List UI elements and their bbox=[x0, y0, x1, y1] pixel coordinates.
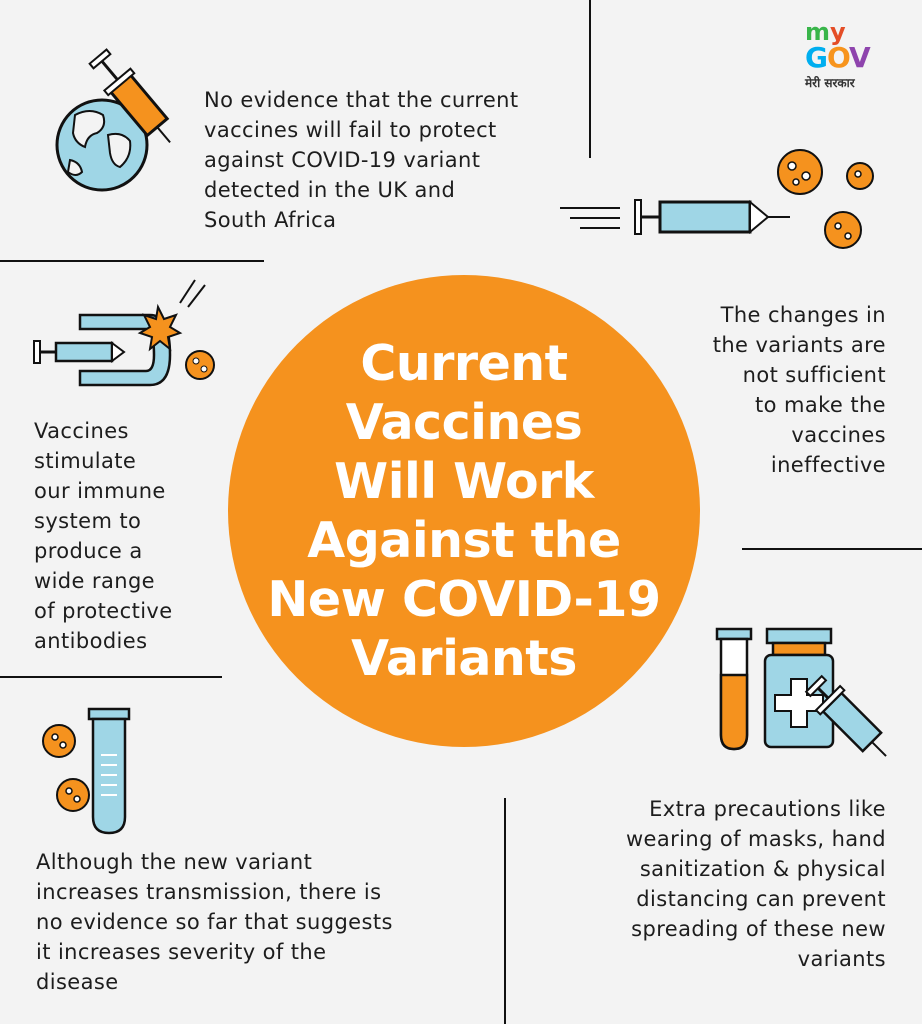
main-title: Current Vaccines Will Work Against the N… bbox=[254, 334, 674, 688]
divider-bottom-vertical bbox=[504, 798, 506, 1024]
point-line: Extra precautions like bbox=[649, 797, 886, 821]
point-line: disease bbox=[36, 970, 119, 994]
title-line-3: Will Work bbox=[334, 453, 594, 510]
point-line: spreading of these new bbox=[631, 917, 886, 941]
point-line: The changes in bbox=[720, 303, 886, 327]
point-line: sanitization & physical bbox=[639, 857, 886, 881]
syringe-virus-icon bbox=[560, 149, 874, 249]
title-circle: Current Vaccines Will Work Against the N… bbox=[228, 275, 700, 747]
test-tube-virus-icon bbox=[42, 707, 131, 835]
title-line-6: Variants bbox=[351, 630, 577, 687]
point-line: wide range bbox=[34, 569, 155, 593]
logo-letter-v: V bbox=[849, 41, 871, 74]
point-line: detected in the UK and bbox=[204, 178, 456, 202]
title-line-4: Against the bbox=[307, 512, 621, 569]
point-line: not sufficient bbox=[742, 363, 886, 387]
point-line: ineffective bbox=[770, 453, 886, 477]
logo-letter-g: G bbox=[805, 41, 828, 74]
mygov-logo: my GOV मेरी सरकार bbox=[805, 20, 905, 100]
point-line: it increases severity of the bbox=[36, 940, 327, 964]
point-line: system to bbox=[34, 509, 142, 533]
logo-tagline: मेरी सरकार bbox=[805, 76, 855, 90]
medicine-bottle-icon bbox=[715, 627, 887, 757]
point-line: variants bbox=[797, 947, 886, 971]
logo-letter-o: O bbox=[826, 41, 850, 74]
point-line: produce a bbox=[34, 539, 143, 563]
point-line: No evidence that the current bbox=[204, 88, 519, 112]
point-line: the variants are bbox=[712, 333, 886, 357]
point-line: antibodies bbox=[34, 629, 148, 653]
point-line: distancing can prevent bbox=[636, 887, 886, 911]
point-transmission-severity: Although the new variant increases trans… bbox=[36, 847, 393, 997]
point-extra-precautions: Extra precautions like wearing of masks,… bbox=[626, 794, 886, 974]
point-line: vaccines bbox=[791, 423, 886, 447]
divider-left-bottom bbox=[0, 676, 222, 678]
point-line: Vaccines bbox=[34, 419, 129, 443]
immune-shield-icon bbox=[33, 279, 215, 387]
logo-gov: GOV bbox=[805, 44, 905, 72]
globe-syringe-icon bbox=[55, 48, 171, 192]
point-line: Although the new variant bbox=[36, 850, 313, 874]
point-immune-system: Vaccines stimulate our immune system to … bbox=[34, 416, 173, 656]
divider-left-top bbox=[0, 260, 264, 262]
title-line-5: New COVID-19 bbox=[267, 571, 661, 628]
point-changes-not-sufficient: The changes in the variants are not suff… bbox=[713, 300, 886, 480]
logo-letter-m: m bbox=[805, 18, 831, 46]
point-line: wearing of masks, hand bbox=[625, 827, 886, 851]
point-line: no evidence so far that suggests bbox=[36, 910, 393, 934]
title-line-1: Current bbox=[360, 335, 568, 392]
point-line: increases transmission, there is bbox=[36, 880, 382, 904]
point-line: to make the bbox=[755, 393, 886, 417]
logo-letter-y: y bbox=[830, 18, 846, 46]
point-line: South Africa bbox=[204, 208, 337, 232]
divider-top-vertical bbox=[589, 0, 591, 158]
point-line: of protective bbox=[34, 599, 173, 623]
point-line: against COVID-19 variant bbox=[204, 148, 481, 172]
point-line: our immune bbox=[34, 479, 166, 503]
point-line: vaccines will fail to protect bbox=[204, 118, 497, 142]
logo-my: my bbox=[805, 20, 905, 44]
point-no-evidence-fail: No evidence that the current vaccines wi… bbox=[204, 85, 519, 235]
point-line: stimulate bbox=[34, 449, 137, 473]
divider-right bbox=[742, 548, 922, 550]
title-line-2: Vaccines bbox=[345, 394, 583, 451]
